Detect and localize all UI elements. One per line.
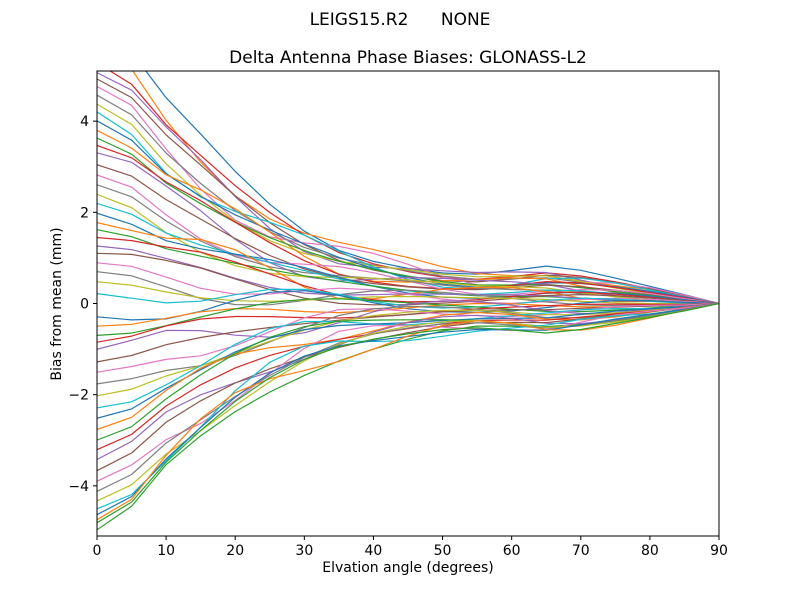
x-tick-label: 0 (93, 543, 102, 559)
series-line (97, 72, 719, 305)
series-line (109, 71, 719, 305)
x-tick-label: 70 (572, 543, 590, 559)
series-line (97, 94, 719, 305)
series-line (97, 298, 719, 336)
series-line (97, 302, 719, 373)
series-line (97, 184, 719, 305)
series-line (97, 302, 719, 492)
series-line (97, 302, 719, 409)
x-tick-label: 10 (157, 543, 175, 559)
figure-suptitle: LEIGS15.R2 NONE (309, 10, 491, 30)
x-tick-label: 50 (434, 543, 452, 559)
y-tick-label: 2 (80, 205, 89, 221)
x-axis-label: Elvation angle (degrees) (322, 560, 494, 576)
series-line (132, 71, 719, 305)
series-line (97, 212, 719, 305)
series-line (97, 137, 719, 305)
y-tick-label: 0 (80, 297, 89, 313)
x-tick-label: 30 (295, 543, 313, 559)
series-line (97, 236, 719, 305)
x-tick-label: 80 (641, 543, 659, 559)
series-lines-group (97, 71, 719, 531)
axes-spines (96, 70, 720, 537)
y-axis-label: Bias from mean (mm) (49, 227, 65, 381)
x-tick-label: 20 (226, 543, 244, 559)
x-tick-label: 90 (710, 543, 728, 559)
series-line (97, 302, 719, 524)
series-line (97, 302, 719, 516)
x-tick-label: 60 (503, 543, 521, 559)
y-tick-label: −4 (68, 479, 89, 495)
y-tick-label: −2 (68, 388, 89, 404)
series-line (97, 111, 719, 305)
series-line (97, 129, 719, 305)
series-line (97, 281, 719, 305)
series-line (97, 302, 719, 521)
x-tick-label: 40 (365, 543, 383, 559)
chart-title: Delta Antenna Phase Biases: GLONASS-L2 (229, 48, 587, 68)
series-line (145, 71, 719, 305)
series-line (97, 271, 719, 307)
y-tick-label: 4 (80, 114, 89, 130)
series-line (97, 302, 719, 531)
series-line (97, 262, 719, 305)
